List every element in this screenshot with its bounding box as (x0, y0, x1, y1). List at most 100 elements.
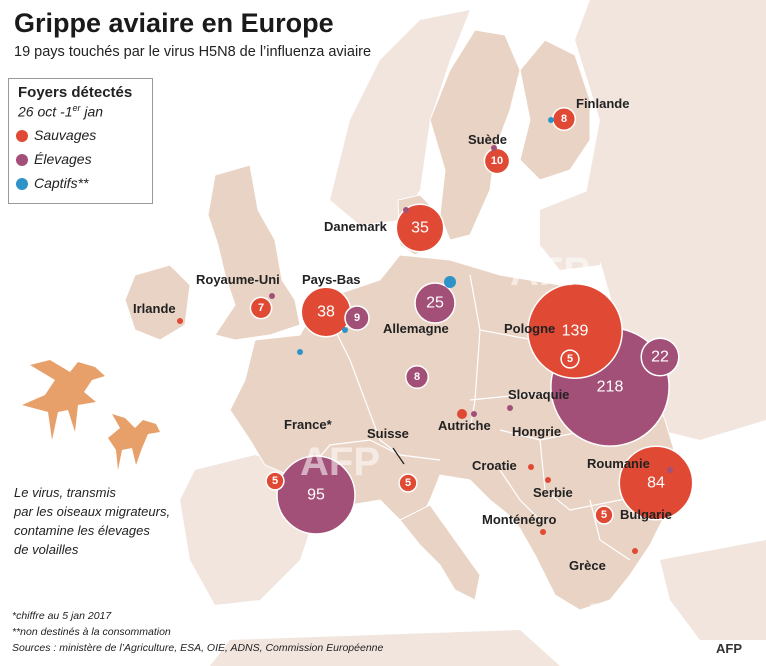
outbreak-count: 8 (561, 113, 567, 125)
land-russia (575, 0, 766, 300)
outbreak-marker-sauvages (594, 505, 614, 525)
outbreak-marker-elevages (414, 282, 456, 324)
outbreak-count: 10 (491, 155, 503, 167)
land-norway (330, 10, 470, 225)
outbreak-marker-elevages (404, 364, 430, 390)
page-title: Grippe aviaire en Europe (14, 8, 334, 38)
outbreak-dot-elevages (667, 467, 673, 473)
outbreak-marker-sauvages (398, 473, 418, 493)
outbreak-dot-sauvages (457, 409, 467, 419)
label-pays-bas: Pays-Bas (302, 272, 361, 287)
outbreak-dot-captifs (444, 276, 456, 288)
afp-watermark: AFP (580, 596, 660, 640)
legend-title: Foyers détectés (18, 84, 133, 101)
outbreak-dot-elevages (491, 145, 497, 151)
outbreak-dot-elevages (471, 411, 477, 417)
legend: Foyers détectés 26 oct -1er jan Sauvages… (8, 78, 153, 204)
footnote: **non destinés à la consommation (12, 626, 171, 638)
label-irlande: Irlande (133, 301, 176, 316)
bird-icon (108, 414, 160, 470)
label-serbie: Serbie (533, 485, 573, 500)
label-pologne: Pologne (504, 321, 556, 336)
outbreak-count: 218 (597, 379, 624, 396)
note-line: de volailles (14, 542, 79, 557)
outbreak-dot-elevages (507, 405, 513, 411)
land-uk (207, 164, 301, 341)
outbreak-dot-captifs (548, 117, 554, 123)
outbreak-dot-sauvages (528, 464, 534, 470)
note-line: contamine les élevages (14, 523, 150, 538)
outbreak-count: 25 (426, 295, 444, 312)
label-suede: Suède (468, 132, 508, 147)
outbreak-count: 5 (601, 509, 607, 521)
label-roumanie: Roumanie (587, 456, 650, 471)
outbreak-dot-captifs (342, 327, 348, 333)
outbreak-dot-elevages (269, 293, 275, 299)
label-france: France* (284, 417, 332, 432)
outbreak-marker-elevages (276, 455, 356, 535)
outbreak-count: 35 (411, 220, 429, 237)
outbreak-count: 84 (647, 475, 665, 492)
legend-label: Sauvages (34, 127, 97, 143)
outbreak-marker-sauvages (265, 471, 285, 491)
label-finlande: Finlande (576, 96, 630, 111)
sauvages-swatch (16, 130, 28, 142)
afp-watermark: AFP (300, 440, 380, 484)
label-suisse: Suisse (367, 426, 409, 441)
land-ireland (124, 264, 191, 341)
bird-silhouettes (22, 360, 160, 470)
page-subtitle: 19 pays touchés par le virus H5N8 de l’i… (14, 44, 372, 60)
captifs-swatch (16, 178, 28, 190)
outbreak-count: 95 (307, 487, 325, 504)
bird-icon (22, 360, 105, 440)
outbreak-marker-sauvages (527, 283, 623, 379)
outbreak-dot-sauvages (545, 477, 551, 483)
outbreak-count: 5 (405, 477, 411, 489)
label-danemark: Danemark (324, 219, 387, 234)
outbreak-marker-elevages (640, 337, 680, 377)
land-turkey (660, 540, 766, 640)
other-land (180, 0, 766, 666)
land-finland (519, 39, 591, 181)
afp-credit: AFP (716, 641, 742, 656)
outbreak-marker-sauvages (483, 147, 511, 175)
label-bulgarie: Bulgarie (620, 507, 673, 522)
outbreak-dot-captifs (297, 349, 303, 355)
outbreak-count: 7 (258, 302, 264, 314)
outbreak-dot-sauvages (540, 529, 546, 535)
label-autriche: Autriche (438, 418, 491, 433)
outbreak-count: 8 (414, 371, 420, 383)
outbreak-dot-sauvages (177, 318, 183, 324)
label-montenegro: Monténégro (482, 512, 557, 527)
note-line: Le virus, transmis (14, 485, 116, 500)
land-baltics (540, 190, 605, 270)
note-line: par les oiseaux migrateurs, (14, 504, 171, 519)
legend-label: Élevages (34, 151, 92, 167)
outbreak-count: 5 (567, 353, 573, 365)
outbreak-count: 9 (354, 312, 360, 324)
land-north-africa (210, 630, 560, 666)
afp-watermark: AFP (510, 250, 590, 294)
outbreak-count: 5 (272, 475, 278, 487)
label-royaume-uni: Royaume-Uni (196, 272, 280, 287)
outbreak-dot-elevages (403, 207, 409, 213)
elevages-swatch (16, 154, 28, 166)
outbreak-marker-sauvages (395, 203, 445, 253)
legend-label: Captifs** (34, 175, 89, 191)
label-slovaquie: Slovaquie (508, 387, 570, 402)
outbreak-count: 38 (317, 304, 335, 321)
label-allemagne: Allemagne (383, 321, 449, 336)
outbreak-count: 139 (562, 323, 589, 340)
sources: Sources : ministère de l’Agriculture, ES… (12, 642, 384, 654)
outbreak-marker-sauvages (249, 296, 273, 320)
outbreak-marker-elevages (344, 305, 370, 331)
outbreak-dot-sauvages (632, 548, 638, 554)
outbreak-marker-sauvages (560, 349, 580, 369)
outbreak-count: 22 (651, 349, 669, 366)
outbreak-markers: 218 139 95 84 38 35 25 22 10 9 8 8 7 5 5 5 5 (177, 106, 694, 554)
label-hongrie: Hongrie (512, 424, 562, 439)
label-croatie: Croatie (472, 458, 517, 473)
land-italy (399, 504, 481, 601)
